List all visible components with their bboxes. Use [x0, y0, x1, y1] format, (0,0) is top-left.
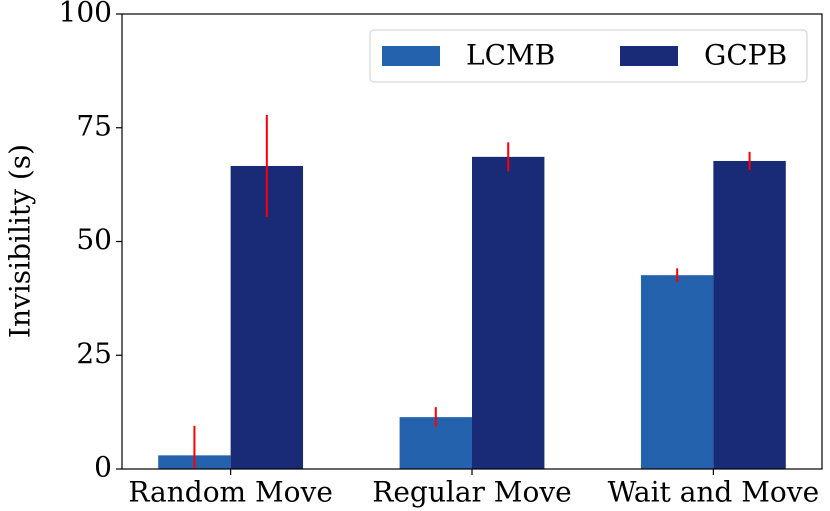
bar — [713, 160, 786, 469]
y-tick-label: 25 — [76, 337, 112, 370]
legend-label: GCPB — [704, 39, 787, 72]
x-tick-label: Regular Move — [372, 476, 571, 509]
y-axis-label: Invisibility (s) — [4, 144, 37, 338]
y-tick-label: 0 — [94, 451, 112, 484]
plot-area — [158, 115, 786, 469]
legend-frame — [369, 29, 808, 83]
y-tick-label: 100 — [59, 0, 112, 29]
legend-label: LCMB — [466, 39, 555, 72]
bar — [640, 275, 714, 469]
x-tick-label: Random Move — [128, 476, 333, 509]
y-tick-label: 50 — [76, 223, 112, 256]
y-tick-label: 75 — [76, 109, 112, 142]
legend-swatch — [620, 46, 678, 66]
x-tick-label: Wait and Move — [608, 476, 820, 509]
legend-swatch — [382, 46, 440, 66]
bar — [472, 156, 545, 469]
